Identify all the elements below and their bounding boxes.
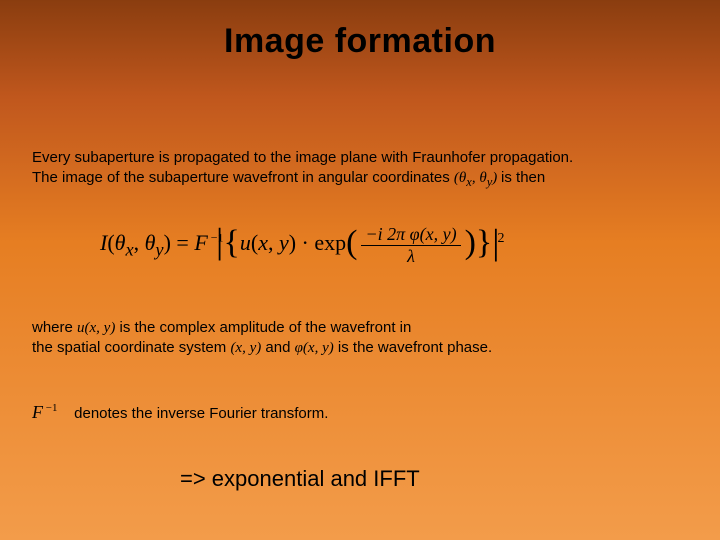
slide: Image formation Every subaperture is pro…: [0, 0, 720, 540]
f-subx: x: [125, 239, 133, 259]
p2b: is the complex amplitude of the wavefron…: [115, 319, 411, 336]
para1-line2b: is then: [501, 169, 545, 186]
f-x: x: [258, 230, 268, 255]
p2e: is the wavefront phase.: [334, 339, 492, 356]
f-bar1: |: [216, 220, 223, 262]
intro-paragraph: Every subaperture is propagated to the i…: [32, 148, 688, 191]
angular-coords: (θx, θy): [454, 170, 501, 186]
coord-close: ): [492, 170, 497, 186]
para1-line2a: The image of the subaperture wavefront i…: [32, 169, 454, 186]
uxy: u(x, y): [77, 320, 115, 336]
finv-paragraph: F −1 denotes the inverse Fourier transfo…: [32, 402, 688, 423]
f-frac: −i 2π φ(x, y)λ: [361, 225, 460, 266]
f-F: F: [194, 230, 207, 255]
f-den: λ: [361, 246, 460, 266]
main-formula: I(θx, θy) = F −1{u(x, y) · exp(−i 2π φ(x…: [100, 224, 506, 266]
finv-symbol: F −1: [32, 402, 57, 422]
p2d: and: [261, 339, 294, 356]
f-u: u: [240, 230, 251, 255]
xy: (x, y): [230, 340, 261, 356]
f-lp: (: [107, 230, 114, 255]
f-thx: θ: [115, 230, 126, 255]
f-rp2: ) · exp: [289, 230, 346, 255]
p2c: the spatial coordinate system: [32, 339, 230, 356]
f-thy: θ: [145, 230, 156, 255]
phixy: φ(x, y): [295, 340, 334, 356]
para1-line1: Every subaperture is propagated to the i…: [32, 149, 573, 166]
f-lbr: (: [346, 224, 357, 262]
f-y: y: [279, 230, 289, 255]
slide-title: Image formation: [0, 22, 720, 61]
p2a: where: [32, 319, 77, 336]
finv-F: F: [32, 402, 43, 422]
conclusion: => exponential and IFFT: [180, 466, 420, 492]
f-rbrace: }: [476, 224, 492, 262]
f-sq: 2: [497, 231, 504, 246]
f-suby: y: [155, 239, 163, 259]
f-lbrace: {: [224, 224, 240, 262]
f-rp1: ): [164, 230, 171, 255]
coord-open: (θ: [454, 170, 466, 186]
f-c2: ,: [268, 230, 279, 255]
finv-sup: −1: [43, 402, 57, 414]
coord-mid: , θ: [472, 170, 487, 186]
where-paragraph: where u(x, y) is the complex amplitude o…: [32, 318, 688, 359]
finv-text: denotes the inverse Fourier transform.: [74, 405, 328, 422]
f-comma: ,: [134, 230, 145, 255]
f-eq: =: [171, 230, 194, 255]
f-num: −i 2π φ(x, y): [361, 225, 460, 246]
f-rbr: ): [465, 224, 476, 262]
